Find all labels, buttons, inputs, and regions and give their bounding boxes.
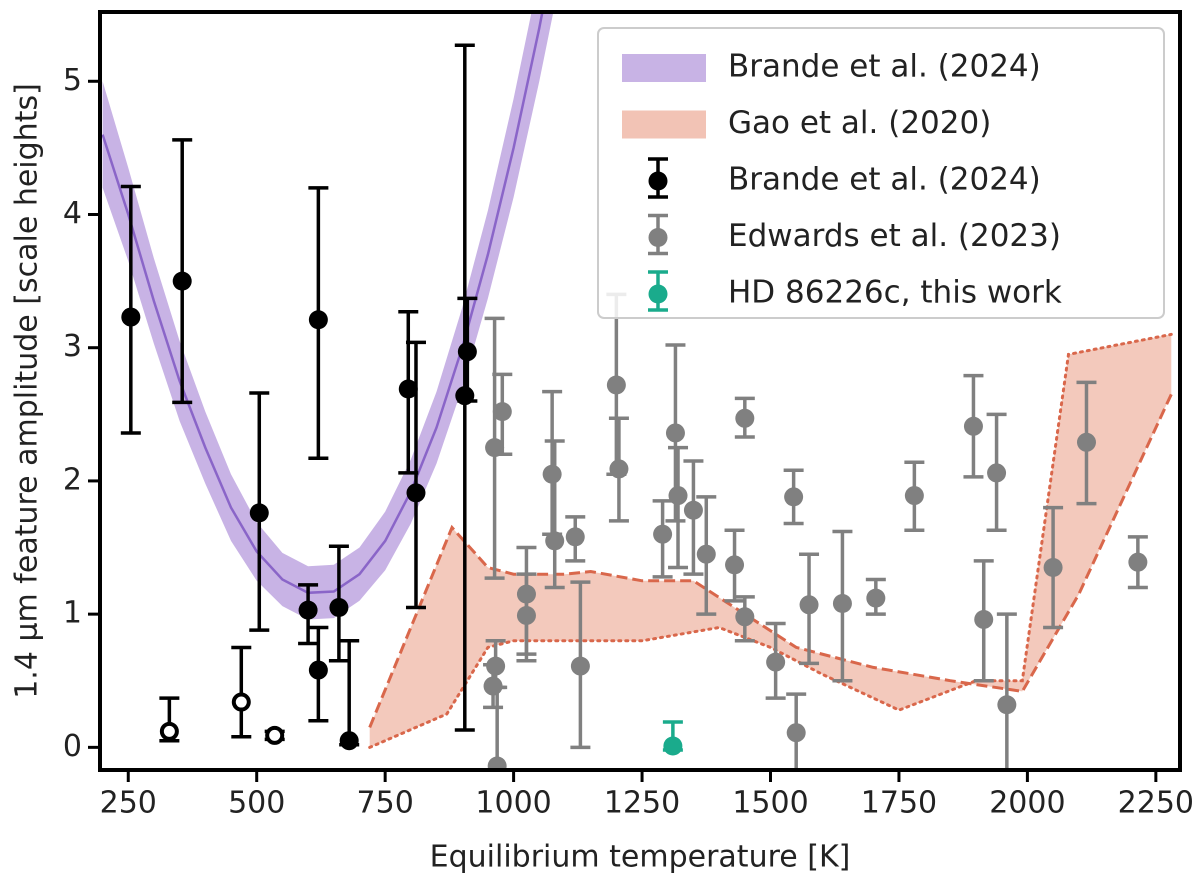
marker (516, 605, 536, 625)
error-bar (668, 445, 689, 570)
error-bar (231, 645, 252, 739)
error-bar (542, 389, 563, 536)
marker (545, 531, 565, 551)
marker (786, 723, 806, 743)
legend-swatch-marker (648, 171, 668, 191)
y-tick-label: 5 (63, 63, 82, 98)
y-tick-label: 2 (63, 462, 82, 497)
marker (1043, 558, 1063, 578)
marker (766, 652, 786, 672)
x-tick-label: 750 (357, 786, 414, 821)
y-axis-label: 1.4 μm feature amplitude [scale heights] (10, 83, 45, 699)
legend-label: Gao et al. (2020) (728, 105, 991, 141)
legend-frame (597, 27, 1165, 319)
marker (832, 593, 852, 613)
marker (609, 459, 629, 479)
marker (653, 524, 673, 544)
marker (298, 600, 318, 620)
marker (542, 464, 562, 484)
marker (457, 342, 477, 362)
marker (963, 416, 983, 436)
marker (997, 695, 1017, 715)
marker (799, 595, 819, 615)
marker (668, 486, 688, 506)
marker (735, 607, 755, 627)
marker (725, 555, 745, 575)
x-axis-label: Equilibrium temperature [K] (430, 840, 851, 875)
legend-swatch-marker (648, 284, 668, 304)
x-tick-label: 2250 (1118, 786, 1194, 821)
marker (570, 656, 590, 676)
marker (172, 271, 192, 291)
marker (974, 609, 994, 629)
y-tick-label: 3 (63, 329, 82, 364)
legend: Brande et al. (2024) Gao et al. (2020) Bra… (597, 27, 1165, 319)
x-tick-label: 1000 (475, 786, 551, 821)
marker (485, 438, 505, 458)
plot-frame (98, 10, 1182, 772)
marker (308, 660, 328, 680)
legend-label: Brande et al. (2024) (728, 49, 1041, 85)
marker (784, 487, 804, 507)
marker (665, 423, 685, 443)
y-tick-label: 4 (63, 196, 82, 231)
marker (487, 756, 507, 770)
legend-label: Edwards et al. (2023) (728, 218, 1061, 254)
marker (249, 503, 269, 523)
marker (904, 486, 924, 506)
x-tick-label: 500 (228, 786, 285, 821)
band (102, 12, 554, 620)
marker (683, 500, 703, 520)
marker (265, 725, 285, 745)
marker (735, 408, 755, 428)
plot-area (101, 12, 1173, 770)
error-bar (996, 612, 1017, 770)
error-bar (339, 639, 360, 747)
marker (565, 527, 585, 547)
marker (121, 307, 141, 327)
error-bar (544, 439, 565, 590)
marker (398, 379, 418, 399)
marker (696, 544, 716, 564)
marker (406, 483, 426, 503)
marker (492, 402, 512, 422)
y-tick-label: 0 (63, 729, 82, 764)
marker (339, 731, 359, 751)
error-bar (487, 685, 508, 770)
marker (308, 310, 328, 330)
legend-label: HD 86226c, this work (728, 275, 1062, 311)
y-tick-label: 1 (63, 596, 82, 631)
marker (663, 736, 683, 756)
band-center-line (101, 12, 544, 595)
marker (1128, 552, 1148, 572)
legend-swatch (622, 110, 706, 139)
x-tick-label: 250 (100, 786, 157, 821)
marker (987, 463, 1007, 483)
x-tick-label: 2000 (989, 786, 1065, 821)
marker (329, 597, 349, 617)
band-upper-line (368, 393, 1173, 728)
error-bar (172, 138, 193, 405)
axes: 250 500 750 1000 1250 1500 1750 2000 2250 0 1 2 3 4 5 (63, 10, 1194, 821)
band (369, 334, 1172, 748)
legend-label: Brande et al. (2024) (728, 162, 1041, 198)
legend-swatch (622, 54, 706, 82)
marker (1076, 432, 1096, 452)
legend-swatch-marker (648, 228, 668, 247)
error-bar (405, 340, 426, 610)
marker (231, 692, 251, 712)
x-tick-label: 1500 (732, 786, 808, 821)
marker (866, 588, 886, 608)
x-tick-label: 1750 (861, 786, 937, 821)
marker (159, 721, 179, 741)
x-tick-label: 1250 (604, 786, 680, 821)
marker (606, 375, 626, 395)
